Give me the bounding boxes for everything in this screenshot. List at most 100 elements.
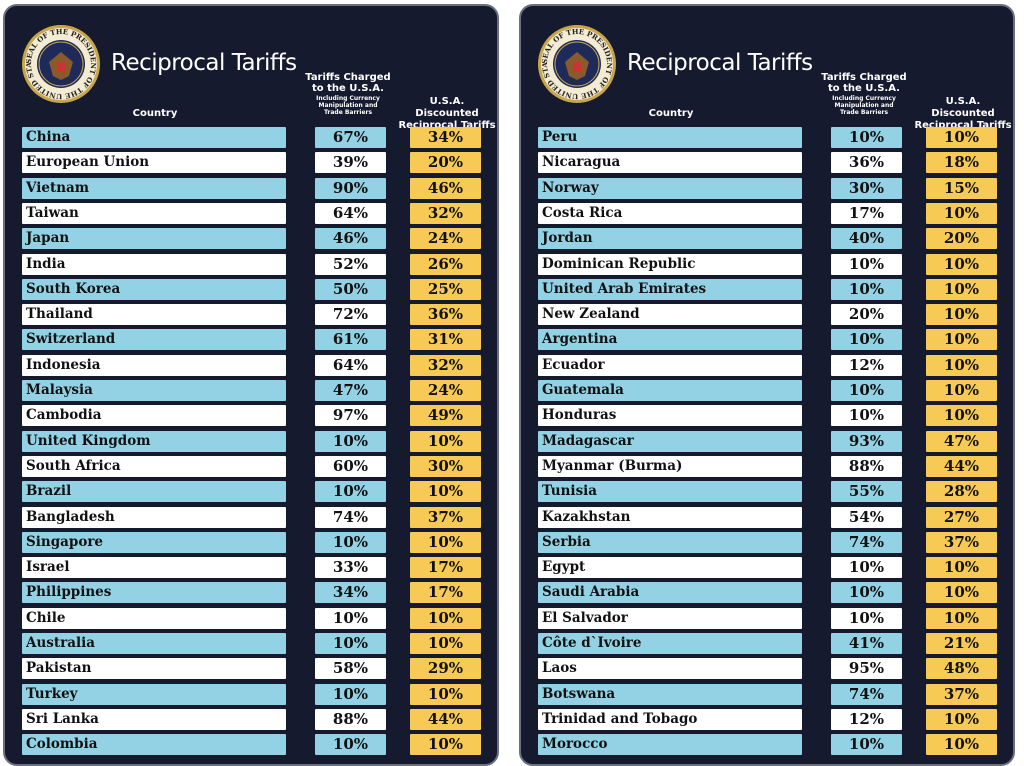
country-cell: Argentina: [538, 329, 802, 351]
country-cell: Ecuador: [538, 354, 802, 376]
charged-cell: 34%: [315, 582, 386, 604]
country-cell: New Zealand: [538, 304, 802, 326]
charged-cell: 72%: [315, 304, 386, 326]
discounted-cell: 10%: [926, 253, 997, 275]
country-cell: Thailand: [22, 304, 286, 326]
country-cell: Singapore: [22, 531, 286, 553]
country-cell: Morocco: [538, 734, 802, 756]
charged-cell: 10%: [315, 633, 386, 654]
discounted-header: U.S.A. Discounted Reciprocal Tariffs: [398, 96, 496, 131]
discounted-cell: 10%: [410, 607, 481, 629]
country-cell: Chile: [22, 607, 286, 629]
charged-cell: 58%: [315, 658, 386, 680]
charged-cell: 60%: [315, 455, 386, 477]
seal: SEAL OF THE PRESIDENT OF THE UNITED STAT…: [535, 22, 616, 103]
charged-cell: 95%: [831, 658, 902, 680]
charged-cell: 10%: [315, 734, 386, 756]
charged-cell: 40%: [831, 228, 902, 250]
country-header: Country: [132, 108, 178, 119]
country-cell: Peru: [538, 127, 802, 148]
country-cell: Tunisia: [538, 481, 802, 503]
discounted-cell: 10%: [926, 304, 997, 326]
charged-cell: 10%: [315, 430, 386, 452]
discounted-cell: 31%: [410, 329, 481, 351]
charged-cell: 55%: [831, 481, 902, 503]
country-cell: Dominican Republic: [538, 253, 802, 275]
discounted-cell: 27%: [926, 506, 997, 528]
discounted-cell: 24%: [410, 228, 481, 250]
discounted-cell: 37%: [926, 531, 997, 553]
country-cell: China: [22, 127, 286, 148]
country-cell: Brazil: [22, 481, 286, 503]
charged-cell: 10%: [831, 329, 902, 351]
country-cell: Japan: [22, 228, 286, 250]
discounted-cell: 24%: [410, 380, 481, 401]
country-cell: Madagascar: [538, 430, 802, 452]
discounted-cell: 44%: [926, 455, 997, 477]
discounted-cell: 37%: [926, 683, 997, 705]
discounted-cell: 15%: [926, 177, 997, 199]
country-cell: Nicaragua: [538, 152, 802, 174]
charged-cell: 41%: [831, 633, 902, 654]
discounted-cell: 10%: [410, 734, 481, 756]
country-cell: Serbia: [538, 531, 802, 553]
country-cell: United Kingdom: [22, 430, 286, 452]
country-cell: Myanmar (Burma): [538, 455, 802, 477]
discounted-cell: 10%: [926, 607, 997, 629]
panel-title: Reciprocal Tariffs: [627, 50, 813, 76]
country-cell: Taiwan: [22, 202, 286, 224]
charged-cell: 10%: [831, 253, 902, 275]
discounted-cell: 20%: [926, 228, 997, 250]
charged-cell: 10%: [831, 380, 902, 401]
charged-cell: 67%: [315, 127, 386, 148]
charged-cell: 10%: [831, 582, 902, 604]
discounted-cell: 10%: [926, 734, 997, 756]
country-cell: South Africa: [22, 455, 286, 477]
charged-note: Including Currency Manipulation and Trad…: [832, 95, 896, 116]
discounted-cell: 28%: [926, 481, 997, 503]
country-cell: Honduras: [538, 405, 802, 427]
discounted-cell: 21%: [926, 633, 997, 654]
discounted-cell: 36%: [410, 304, 481, 326]
charged-cell: 10%: [315, 481, 386, 503]
charged-cell: 10%: [831, 734, 902, 756]
country-cell: Turkey: [22, 683, 286, 705]
discounted-cell: 10%: [926, 380, 997, 401]
country-cell: Indonesia: [22, 354, 286, 376]
country-cell: Colombia: [22, 734, 286, 756]
charged-cell: 46%: [315, 228, 386, 250]
country-cell: India: [22, 253, 286, 275]
charged-cell: 50%: [315, 278, 386, 300]
discounted-cell: 10%: [410, 430, 481, 452]
charged-cell: 74%: [831, 683, 902, 705]
country-cell: Laos: [538, 658, 802, 680]
charged-header: Tariffs Charged to the U.S.A.: [305, 72, 391, 94]
charged-cell: 93%: [831, 430, 902, 452]
charged-cell: 64%: [315, 354, 386, 376]
charged-cell: 10%: [831, 127, 902, 148]
country-cell: Jordan: [538, 228, 802, 250]
country-cell: Israel: [22, 557, 286, 579]
discounted-cell: 10%: [410, 633, 481, 654]
charged-cell: 10%: [831, 557, 902, 579]
discounted-cell: 44%: [410, 708, 481, 730]
discounted-cell: 34%: [410, 127, 481, 148]
charged-cell: 61%: [315, 329, 386, 351]
discounted-cell: 10%: [926, 557, 997, 579]
charged-cell: 88%: [315, 708, 386, 730]
charged-cell: 33%: [315, 557, 386, 579]
charged-cell: 36%: [831, 152, 902, 174]
discounted-cell: 26%: [410, 253, 481, 275]
discounted-cell: 17%: [410, 582, 481, 604]
charged-header: Tariffs Charged to the U.S.A.: [821, 72, 907, 94]
country-cell: Kazakhstan: [538, 506, 802, 528]
charged-cell: 12%: [831, 354, 902, 376]
charged-cell: 10%: [831, 405, 902, 427]
discounted-cell: 29%: [410, 658, 481, 680]
discounted-cell: 10%: [410, 481, 481, 503]
charged-cell: 54%: [831, 506, 902, 528]
country-cell: Costa Rica: [538, 202, 802, 224]
discounted-cell: 30%: [410, 455, 481, 477]
charged-cell: 12%: [831, 708, 902, 730]
